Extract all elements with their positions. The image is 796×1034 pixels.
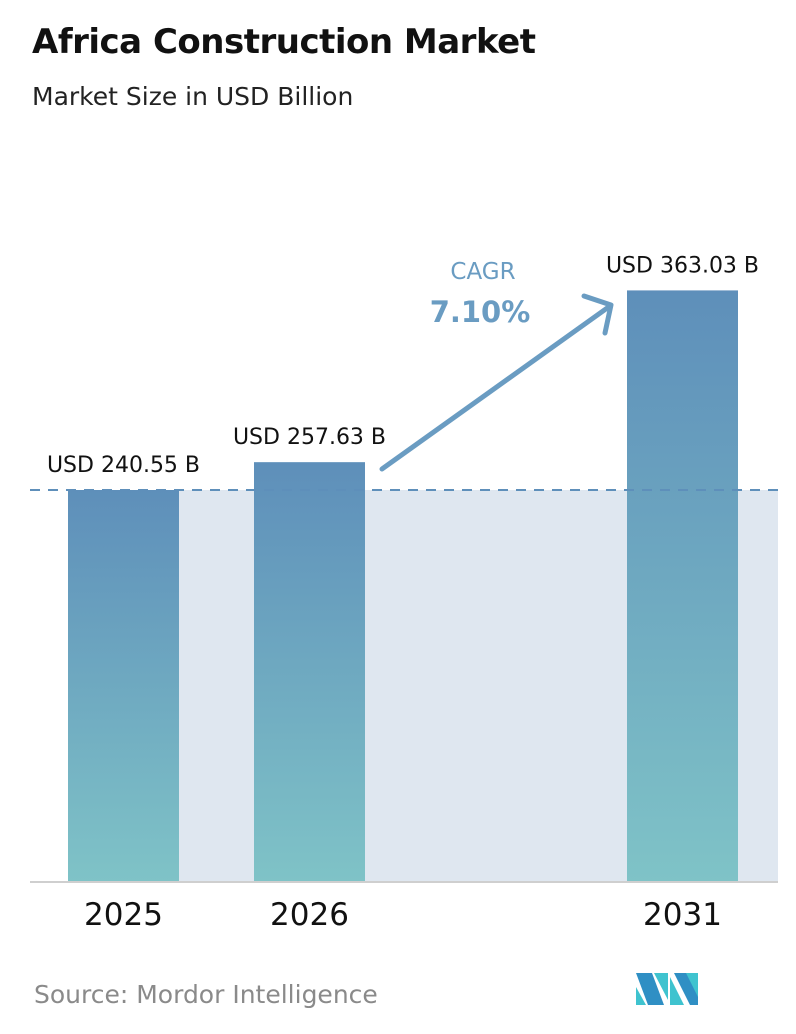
- bar-2026: [254, 462, 365, 882]
- data-label-2025: USD 240.55 B: [47, 453, 200, 478]
- x-tick-2026: 2026: [270, 897, 349, 933]
- cagr-value: 7.10%: [430, 295, 531, 329]
- cagr-label: CAGR: [450, 259, 515, 285]
- source-note: Source: Mordor Intelligence: [34, 980, 378, 1009]
- chart-subtitle: Market Size in USD Billion: [32, 82, 354, 111]
- chart-title: Africa Construction Market: [32, 22, 536, 62]
- data-label-2031: USD 363.03 B: [606, 253, 759, 278]
- cagr-arrow: [379, 303, 613, 472]
- x-tick-2025: 2025: [84, 897, 163, 933]
- x-tick-2031: 2031: [643, 897, 722, 933]
- mordor-logo: [636, 973, 698, 1005]
- bar-2031: [627, 290, 738, 882]
- data-label-2026: USD 257.63 B: [233, 425, 386, 450]
- cagr-arrowhead-icon: [581, 293, 614, 336]
- bar-2025: [68, 490, 179, 882]
